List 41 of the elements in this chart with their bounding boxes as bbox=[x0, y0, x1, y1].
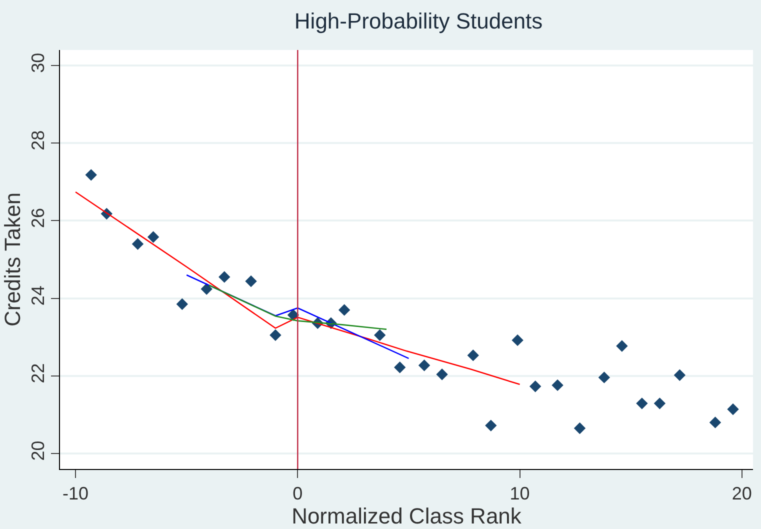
point bbox=[374, 329, 386, 341]
point bbox=[245, 275, 257, 288]
point bbox=[727, 403, 739, 416]
y-tick-label: 28 bbox=[28, 130, 48, 150]
point bbox=[394, 362, 406, 374]
x-axis-title: Normalized Class Rank bbox=[292, 504, 522, 529]
y-tick-label: 26 bbox=[28, 208, 48, 228]
point bbox=[674, 369, 686, 381]
point bbox=[418, 360, 430, 372]
point bbox=[147, 231, 160, 243]
point bbox=[467, 349, 479, 362]
point bbox=[218, 271, 230, 283]
x-tick-label: -10 bbox=[62, 484, 89, 504]
point bbox=[85, 169, 97, 181]
point bbox=[529, 380, 542, 392]
y-tick-label: 22 bbox=[28, 363, 48, 384]
line-series bbox=[74, 191, 520, 386]
point bbox=[176, 298, 188, 310]
point bbox=[654, 398, 666, 410]
x-tick-label: 0 bbox=[292, 484, 303, 504]
y-tick-label: 30 bbox=[28, 52, 48, 73]
line-series bbox=[186, 274, 410, 360]
y-axis-title: Credits Taken bbox=[0, 192, 25, 327]
chart-title: High-Probability Students bbox=[294, 8, 543, 34]
point bbox=[616, 340, 628, 352]
point bbox=[709, 416, 722, 428]
point bbox=[132, 238, 144, 250]
point bbox=[436, 368, 448, 380]
point bbox=[552, 379, 564, 392]
point bbox=[636, 398, 648, 410]
y-tick-label: 24 bbox=[28, 286, 48, 306]
y-tick-label: 20 bbox=[28, 440, 48, 461]
point bbox=[598, 372, 610, 384]
point bbox=[200, 283, 212, 295]
point bbox=[512, 334, 524, 346]
point bbox=[338, 304, 350, 316]
x-tick-label: 20 bbox=[732, 484, 752, 504]
x-tick-label: 10 bbox=[510, 484, 530, 504]
point bbox=[574, 422, 586, 434]
point bbox=[485, 420, 497, 432]
point bbox=[270, 329, 282, 341]
